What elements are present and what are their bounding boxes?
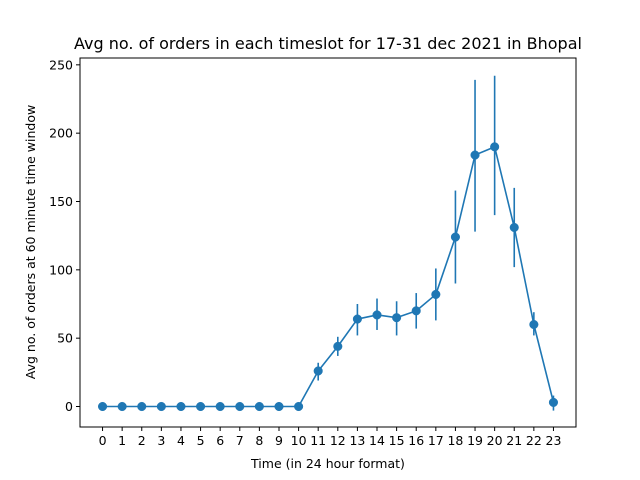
x-tick-label: 18 [447, 433, 463, 448]
x-tick-label: 4 [177, 433, 185, 448]
data-point [490, 142, 500, 152]
data-point [294, 401, 304, 412]
x-tick-label: 8 [255, 433, 263, 448]
y-tick-label: 150 [49, 194, 73, 209]
x-tick-label: 5 [197, 433, 205, 448]
data-point [137, 401, 147, 412]
data-point [431, 289, 441, 299]
data-point [333, 341, 343, 351]
y-axis-label: Avg no. of orders at 60 minute time wind… [23, 105, 38, 379]
x-tick-label: 21 [506, 433, 522, 448]
x-tick-label: 12 [330, 433, 346, 448]
data-point [215, 401, 225, 412]
data-point [156, 401, 166, 412]
data-point [117, 401, 127, 412]
x-tick-label: 0 [99, 433, 107, 448]
x-tick-label: 7 [236, 433, 244, 448]
y-tick-label: 50 [57, 331, 73, 346]
data-point [176, 401, 186, 412]
x-tick-label: 20 [487, 433, 503, 448]
y-tick-label: 250 [49, 57, 73, 72]
data-point [313, 366, 323, 376]
data-point [470, 150, 480, 160]
x-tick-label: 22 [526, 433, 542, 448]
data-point [352, 314, 362, 324]
x-tick-label: 17 [428, 433, 444, 448]
y-tick-label: 200 [49, 126, 73, 141]
data-point [548, 397, 559, 407]
x-axis-label: Time (in 24 hour format) [250, 456, 405, 471]
data-point [372, 310, 382, 320]
data-point [411, 306, 421, 316]
x-tick-label: 9 [275, 433, 283, 448]
x-tick-label: 15 [389, 433, 405, 448]
data-point [254, 401, 264, 412]
x-tick-label: 6 [216, 433, 224, 448]
x-tick-label: 1 [118, 433, 126, 448]
y-tick-label: 100 [49, 262, 73, 277]
data-point [392, 313, 402, 323]
data-point [196, 401, 206, 412]
y-tick-label: 0 [65, 399, 73, 414]
x-tick-label: 3 [157, 433, 165, 448]
data-point [97, 401, 108, 412]
x-tick-label: 11 [310, 433, 326, 448]
x-tick-label: 23 [546, 433, 562, 448]
data-point [509, 222, 519, 233]
x-tick-label: 13 [349, 433, 365, 448]
chart-title: Avg no. of orders in each timeslot for 1… [74, 34, 582, 53]
x-tick-label: 19 [467, 433, 483, 448]
x-tick-label: 14 [369, 433, 385, 448]
series-line [102, 146, 555, 408]
data-point [450, 232, 460, 242]
data-point [529, 319, 539, 330]
x-tick-label: 10 [291, 433, 307, 448]
data-point [235, 401, 245, 412]
data-point [274, 401, 284, 412]
x-tick-label: 16 [408, 433, 424, 448]
plot-frame [79, 57, 577, 428]
x-tick-label: 2 [138, 433, 146, 448]
